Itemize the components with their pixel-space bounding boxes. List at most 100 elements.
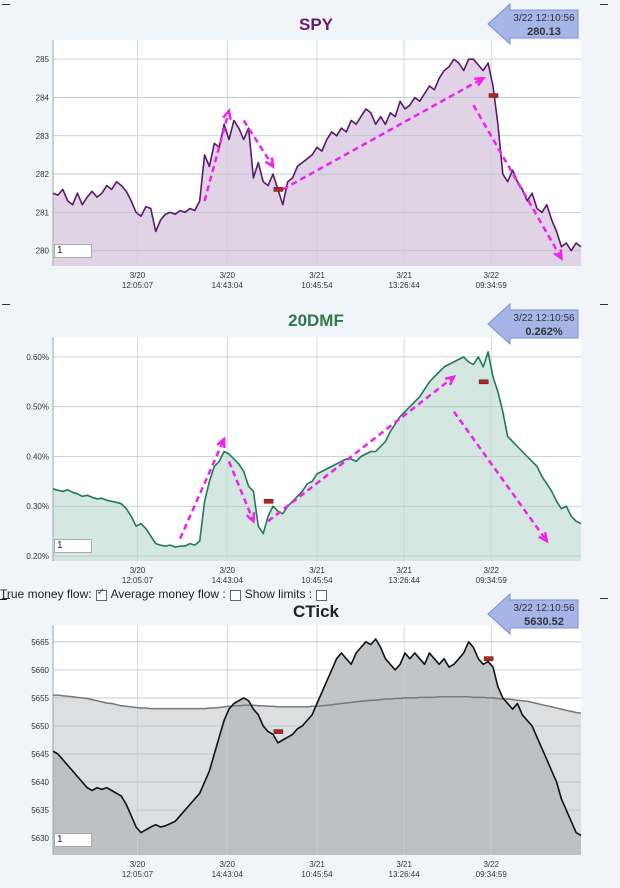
signal-marker — [483, 656, 494, 661]
x-tick-time: 10:45:54 — [301, 576, 333, 585]
y-tick-label: 5655 — [31, 694, 49, 703]
badge-time: 3/22 12:10:56 — [513, 13, 575, 24]
y-tick-label: 0.20% — [26, 552, 49, 561]
x-tick-time: 09:34:59 — [476, 870, 508, 879]
x-tick-date: 3/20 — [219, 860, 235, 869]
x-tick-time: 13:26:44 — [389, 576, 421, 585]
average-money-flow-checkbox[interactable] — [229, 589, 241, 601]
signal-marker — [273, 187, 284, 192]
x-tick-time: 14:43:04 — [212, 870, 244, 879]
signal-marker — [273, 729, 284, 734]
x-tick-time: 10:45:54 — [301, 870, 333, 879]
x-tick-time: 09:34:59 — [476, 576, 508, 585]
show-limits-label: Show limits : — [244, 587, 313, 601]
series-fill — [53, 351, 581, 561]
y-tick-label: 284 — [36, 93, 50, 102]
y-tick-label: 5650 — [31, 722, 49, 731]
x-tick-date: 3/20 — [130, 860, 146, 869]
badge-arrow-shape — [487, 2, 579, 46]
true-money-flow-label: True money flow: — [0, 587, 92, 601]
separator-dash — [600, 4, 608, 5]
x-tick-date: 3/21 — [396, 860, 412, 869]
x-tick-time: 12:05:07 — [122, 281, 154, 290]
x-tick-time: 14:43:04 — [212, 281, 244, 290]
x-tick-date: 3/20 — [219, 271, 235, 280]
separator-dash — [600, 304, 608, 305]
x-tick-date: 3/21 — [396, 566, 412, 575]
x-tick-date: 3/21 — [396, 271, 412, 280]
badge-arrow-shape — [487, 592, 579, 636]
money-flow-controls: True money flow: Average money flow : Sh… — [0, 586, 620, 602]
chart-title: CTick — [293, 602, 340, 621]
trend-arrow — [282, 77, 484, 191]
chart-title: SPY — [299, 15, 334, 34]
y-tick-label: 5630 — [31, 834, 49, 843]
separator-dash — [2, 4, 10, 5]
x-tick-time: 14:43:04 — [212, 576, 244, 585]
separator-dash — [2, 598, 10, 599]
badge-arrow-shape — [487, 302, 579, 346]
smoothing-input[interactable]: 1 — [54, 539, 92, 553]
y-tick-label: 283 — [36, 132, 50, 141]
y-tick-label: 280 — [36, 247, 50, 256]
x-tick-date: 3/21 — [309, 860, 325, 869]
chart-panel-1: 2802812822832842853/2012:05:073/2014:43:… — [36, 2, 582, 290]
trend-arrow-head — [264, 157, 275, 169]
badge-value: 0.262% — [525, 326, 563, 338]
smoothing-input[interactable]: 1 — [54, 244, 92, 258]
smoothing-input[interactable]: 1 — [54, 833, 92, 847]
signal-marker — [263, 498, 274, 504]
badge-time: 3/22 12:10:56 — [513, 313, 575, 324]
badge-value: 5630.52 — [524, 616, 564, 628]
trend-arrow-head — [444, 375, 457, 386]
badge-time: 3/22 12:10:56 — [513, 603, 575, 614]
last-value-badge: 3/22 12:10:56 280.13 — [487, 2, 579, 46]
series-line — [52, 638, 582, 837]
x-tick-time: 10:45:54 — [301, 281, 333, 290]
show-limits-checkbox[interactable] — [316, 589, 328, 601]
average-money-flow-label: Average money flow : — [110, 587, 226, 601]
y-tick-label: 5665 — [31, 638, 49, 647]
trend-arrow — [227, 460, 255, 522]
y-tick-label: 281 — [36, 208, 50, 217]
x-tick-date: 3/22 — [483, 860, 499, 869]
y-tick-label: 0.30% — [26, 502, 49, 511]
chart-panel-3: 563056355640564556505655566056653/2012:0… — [31, 592, 582, 879]
y-tick-label: 285 — [36, 55, 50, 64]
y-tick-label: 5645 — [31, 750, 49, 759]
signal-marker — [478, 379, 489, 385]
x-tick-date: 3/20 — [130, 566, 146, 575]
trend-arrow-head — [245, 512, 256, 524]
last-value-badge: 3/22 12:10:56 5630.52 — [487, 592, 579, 636]
trend-arrow — [203, 110, 231, 202]
trend-arrow — [452, 410, 548, 542]
trend-arrow — [178, 438, 226, 540]
x-tick-time: 12:05:07 — [122, 576, 154, 585]
true-money-flow-checkbox[interactable] — [95, 587, 107, 601]
y-tick-label: 5635 — [31, 806, 49, 815]
band-line — [53, 694, 582, 714]
y-tick-label: 0.40% — [26, 452, 49, 461]
y-tick-label: 0.50% — [26, 403, 49, 412]
x-tick-date: 3/20 — [130, 271, 146, 280]
series-line — [52, 58, 582, 252]
x-tick-time: 12:05:07 — [122, 870, 154, 879]
x-tick-date: 3/21 — [309, 271, 325, 280]
trend-arrow — [242, 119, 275, 168]
trend-arrow-head — [222, 108, 232, 120]
separator-dash — [2, 304, 10, 305]
separator-dash — [600, 598, 608, 599]
trend-arrow-head — [216, 436, 226, 449]
badge-value: 280.13 — [527, 26, 561, 38]
signal-marker — [488, 93, 499, 98]
x-tick-time: 13:26:44 — [389, 281, 421, 290]
x-tick-date: 3/21 — [309, 566, 325, 575]
y-tick-label: 0.60% — [26, 353, 49, 362]
y-tick-label: 5640 — [31, 778, 49, 787]
trend-arrow-head — [474, 76, 486, 87]
series-line — [52, 351, 582, 548]
x-tick-date: 3/22 — [483, 566, 499, 575]
x-tick-time: 13:26:44 — [389, 870, 421, 879]
